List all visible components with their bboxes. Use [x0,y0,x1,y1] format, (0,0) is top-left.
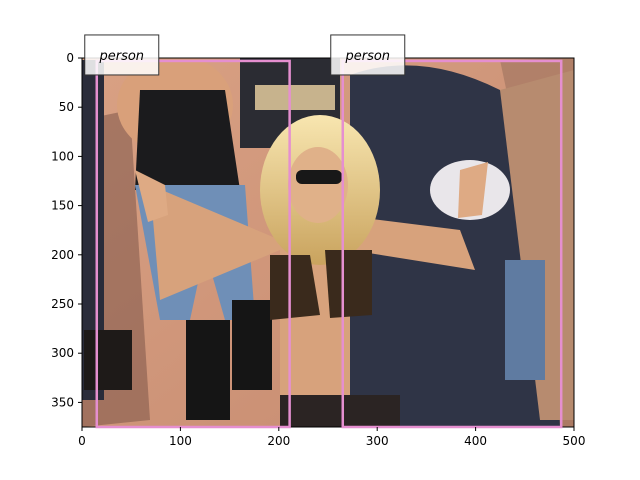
y-tick-label: 200 [51,248,74,262]
detection-label-box [330,34,406,76]
detection-box [95,59,291,429]
y-tick-label: 150 [51,199,74,213]
y-tick-label: 0 [66,51,74,65]
photo [82,58,574,427]
y-tick-label: 250 [51,297,74,311]
detection-label: person [344,49,390,64]
y-tick-label: 350 [51,395,74,409]
x-tick-label: 400 [464,434,487,448]
axes-frame [81,57,575,428]
detection-label-box [84,34,160,76]
y-tick-label: 50 [59,100,74,114]
y-tick-label: 300 [51,346,74,360]
x-tick-label: 100 [169,434,192,448]
x-tick-label: 500 [563,434,586,448]
detection-label: person [98,49,144,64]
detection-box [341,59,563,429]
x-tick-label: 300 [366,434,389,448]
detections: person person [84,34,563,429]
x-tick-label: 200 [267,434,290,448]
x-tick-label: 0 [78,434,86,448]
y-tick-label: 100 [51,149,74,163]
x-axis: 0 100 200 300 400 500 [78,427,585,448]
y-axis: 0 50 100 150 200 250 300 350 [51,51,82,409]
